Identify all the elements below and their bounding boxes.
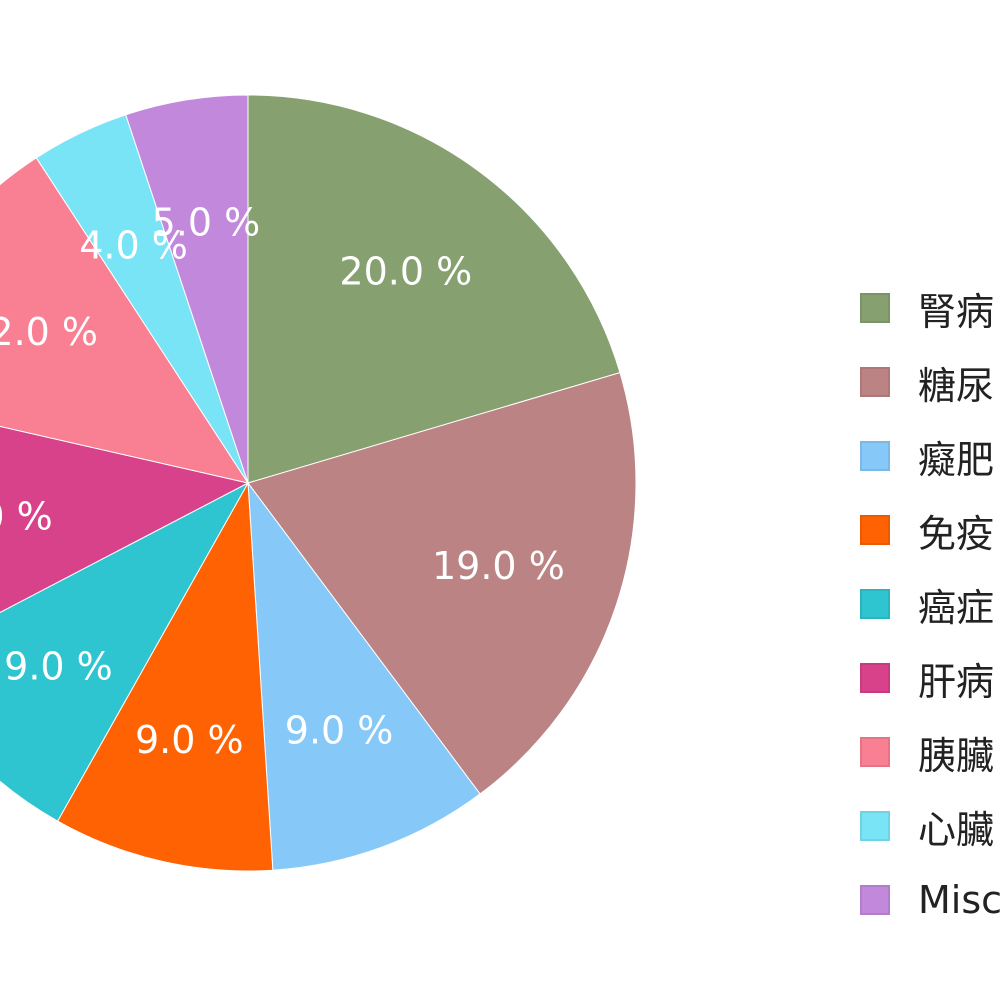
legend-item-1: 糖尿	[860, 358, 1000, 408]
pie-slice-label-8: 5.0 %	[152, 201, 261, 245]
pie-slice-label-7: 4.0 %	[79, 223, 188, 267]
legend-swatch-0	[860, 293, 890, 323]
legend-swatch-7	[860, 811, 890, 841]
pie-slice-label-6: 12.0 %	[0, 310, 98, 354]
pie-slice-labels: 20.0 % 19.0 % 9.0 % 9.0 % 9.0 % 11.0 % 12.0 % 4…	[0, 201, 565, 763]
pie-slice-6	[0, 157, 250, 484]
legend-label-4: 癌症	[918, 585, 995, 630]
legend-swatch-2	[860, 441, 890, 471]
legend-swatch-3	[860, 515, 890, 545]
pie-slice-label-2: 9.0 %	[285, 709, 394, 753]
pie-slice-8	[125, 94, 249, 484]
legend-item-7: 心臟	[860, 802, 1000, 852]
pie-slice-label-1: 19.0 %	[432, 544, 565, 588]
legend-item-3: 免疫	[860, 506, 1000, 556]
pie-slice-4	[0, 481, 250, 822]
legend-swatch-4	[860, 589, 890, 619]
legend-label-8: Misc	[918, 878, 1000, 922]
legend-item-4: 癌症	[860, 580, 1000, 630]
pie-slice-1	[247, 371, 637, 795]
pie-slice-3	[56, 481, 274, 872]
pie-slice-0	[247, 94, 621, 484]
legend-item-0: 腎病	[860, 284, 1000, 334]
pie-slice-5	[0, 425, 250, 613]
pie-slice-label-3: 9.0 %	[135, 718, 244, 762]
chart-legend: 腎病糖尿癡肥免疫癌症肝病胰臟心臟 Misc	[860, 284, 1000, 950]
legend-item-5: 肝病	[860, 654, 1000, 704]
pie-slice-label-0: 20.0 %	[339, 250, 472, 294]
legend-item-8: Misc	[860, 876, 1000, 924]
pie-slices	[0, 94, 637, 872]
legend-swatch-5	[860, 663, 890, 693]
legend-label-1: 糖尿	[918, 363, 995, 408]
legend-label-2: 癡肥	[918, 437, 995, 482]
pie-slice-label-5: 11.0 %	[0, 495, 53, 539]
legend-item-6: 胰臟	[860, 728, 1000, 778]
legend-label-3: 免疫	[918, 511, 995, 556]
legend-swatch-6	[860, 737, 890, 767]
legend-label-0: 腎病	[918, 289, 995, 334]
legend-label-5: 肝病	[918, 659, 995, 704]
legend-label-6: 胰臟	[918, 733, 995, 778]
legend-swatch-8	[860, 885, 890, 915]
legend-item-2: 癡肥	[860, 432, 1000, 482]
pie-slice-2	[247, 481, 481, 871]
legend-label-7: 心臟	[918, 807, 995, 852]
pie-slice-label-4: 9.0 %	[4, 645, 113, 689]
legend-swatch-1	[860, 367, 890, 397]
